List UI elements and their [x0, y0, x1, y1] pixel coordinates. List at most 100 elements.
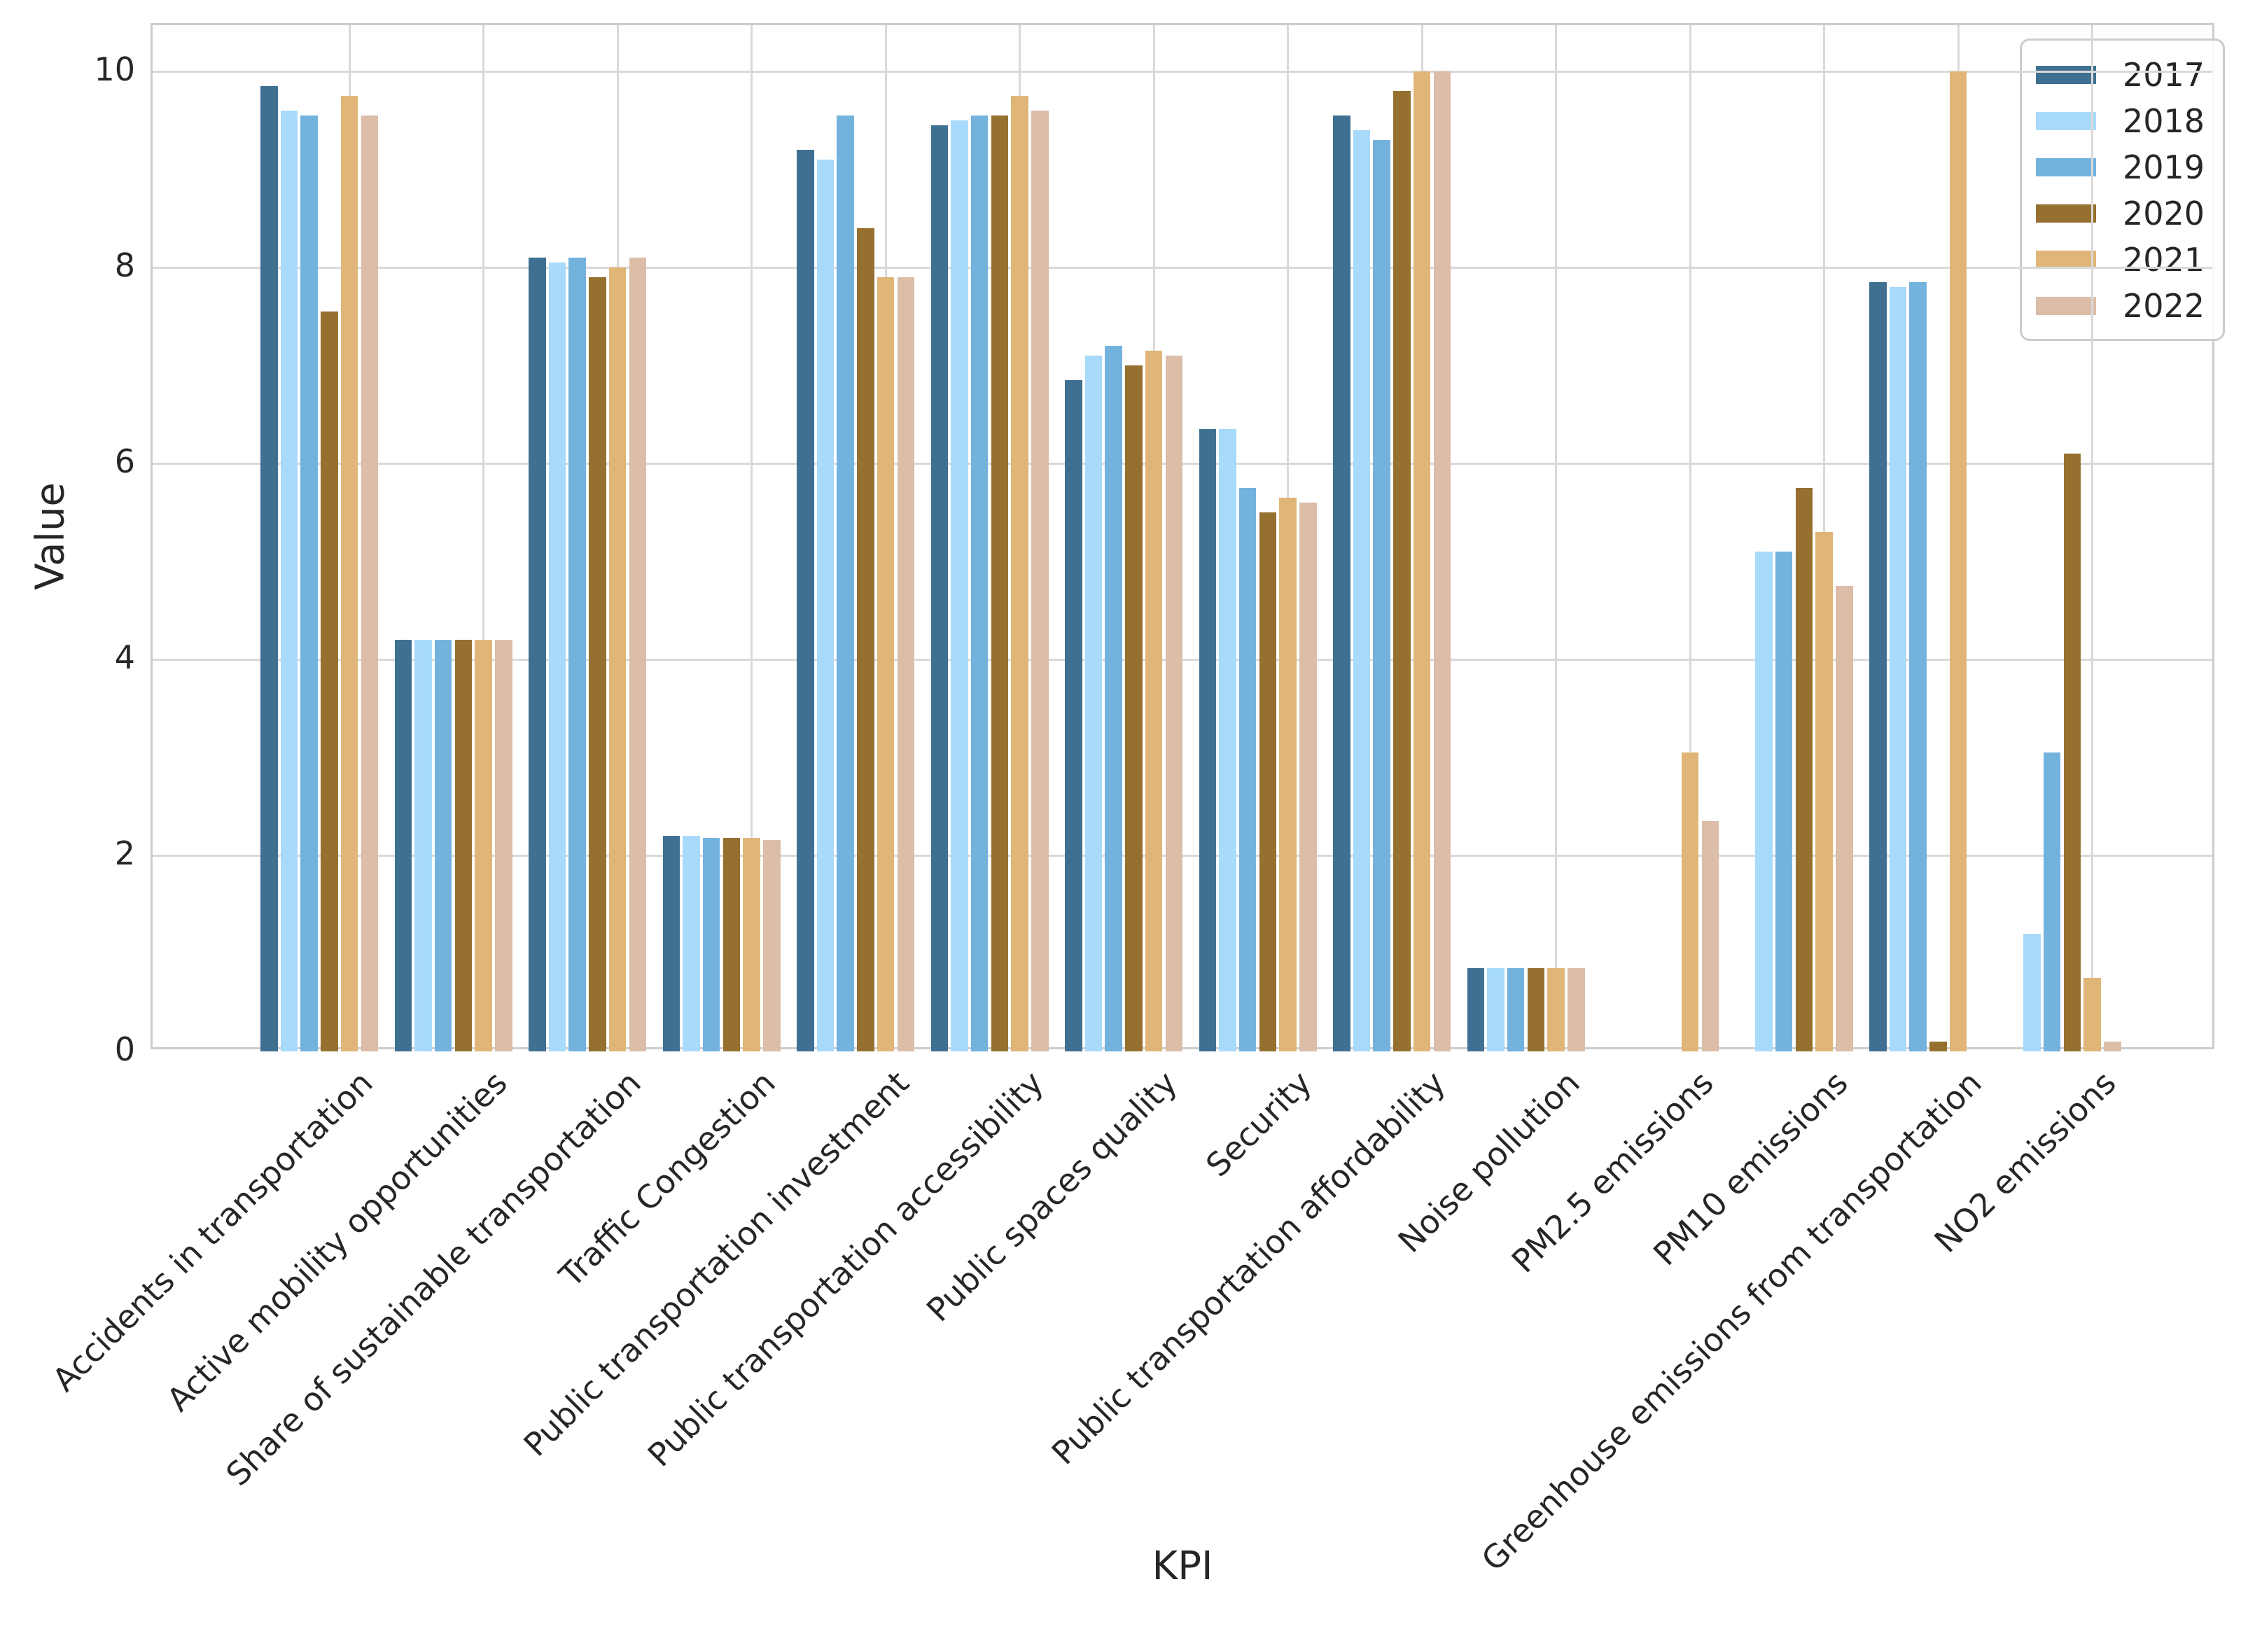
- legend-swatch-2017: [2036, 66, 2096, 84]
- bar-2021-active-mobility-opportunities: [475, 640, 492, 1051]
- bar-2018-traffic-congestion: [683, 836, 700, 1051]
- bar-2020-public-spaces-quality: [1125, 365, 1143, 1051]
- bar-2020-share-of-sustainable-transportation: [589, 277, 606, 1051]
- bar-2021-no2-emissions: [2083, 978, 2101, 1051]
- bar-2018-no2-emissions: [2023, 934, 2041, 1051]
- bar-2018-pm10-emissions: [1755, 552, 1773, 1051]
- bar-2020-greenhouse-emissions-from-transportation: [1929, 1042, 1947, 1051]
- gridline-vertical: [482, 25, 484, 1047]
- x-tick-label: Greenhouse emissions from transportation: [1474, 1063, 1989, 1578]
- legend-swatch-2022: [2036, 297, 2096, 315]
- bar-2021-public-transportation-affordability: [1413, 71, 1431, 1051]
- legend-item-2021: 2021: [2036, 237, 2205, 283]
- legend-item-2022: 2022: [2036, 283, 2205, 329]
- bar-2018-accidents-in-transportation: [280, 111, 298, 1051]
- gridline-vertical: [1689, 25, 1691, 1047]
- gridline-vertical: [2091, 25, 2093, 1047]
- bar-2022-noise-pollution: [1568, 968, 1585, 1051]
- legend-item-2018: 2018: [2036, 98, 2205, 144]
- bar-2019-accidents-in-transportation: [300, 115, 318, 1051]
- bar-2017-noise-pollution: [1467, 968, 1485, 1051]
- bar-2021-pm2-5-emissions: [1681, 752, 1699, 1051]
- y-tick-label: 2: [114, 834, 135, 872]
- legend-label: 2018: [2123, 102, 2205, 140]
- bar-2022-share-of-sustainable-transportation: [629, 258, 647, 1051]
- bar-2019-noise-pollution: [1507, 968, 1525, 1051]
- y-tick-label: 0: [114, 1030, 135, 1068]
- x-tick-label: Public spaces quality: [919, 1063, 1185, 1329]
- legend-swatch-2019: [2036, 158, 2096, 176]
- y-tick-label: 8: [114, 246, 135, 284]
- bar-2018-noise-pollution: [1487, 968, 1505, 1051]
- bar-2020-public-transportation-accessibility: [991, 115, 1009, 1051]
- bar-2018-security: [1219, 429, 1236, 1051]
- bar-2021-pm10-emissions: [1815, 532, 1833, 1051]
- y-tick-label: 10: [94, 50, 135, 88]
- legend-swatch-2020: [2036, 204, 2096, 223]
- bar-2019-share-of-sustainable-transportation: [568, 258, 586, 1051]
- bar-2019-public-transportation-accessibility: [970, 115, 989, 1051]
- bar-2019-no2-emissions: [2043, 752, 2061, 1051]
- bar-2018-share-of-sustainable-transportation: [548, 262, 566, 1051]
- bar-2022-pm10-emissions: [1836, 586, 1853, 1051]
- bar-2019-traffic-congestion: [702, 837, 720, 1051]
- bar-2017-public-transportation-affordability: [1333, 115, 1350, 1051]
- bar-2020-noise-pollution: [1527, 968, 1545, 1051]
- bar-2017-greenhouse-emissions-from-transportation: [1869, 282, 1887, 1051]
- bar-2021-public-transportation-accessibility: [1011, 96, 1028, 1051]
- bar-2017-share-of-sustainable-transportation: [529, 258, 546, 1051]
- bar-2020-public-transportation-investment: [857, 228, 874, 1051]
- bar-2019-public-spaces-quality: [1105, 346, 1122, 1051]
- bar-2021-traffic-congestion: [743, 837, 760, 1051]
- y-tick-label: 6: [114, 442, 135, 480]
- x-tick-label: Security: [1198, 1063, 1319, 1184]
- bar-2021-public-spaces-quality: [1145, 351, 1163, 1051]
- legend-label: 2022: [2123, 287, 2205, 325]
- bar-2018-public-transportation-investment: [816, 160, 835, 1051]
- plot-area: [151, 23, 2214, 1051]
- bar-2020-active-mobility-opportunities: [454, 640, 473, 1051]
- bar-2020-public-transportation-affordability: [1393, 91, 1411, 1051]
- bar-2021-public-transportation-investment: [877, 277, 895, 1051]
- bar-2021-share-of-sustainable-transportation: [608, 267, 627, 1051]
- bar-2022-no2-emissions: [2104, 1042, 2121, 1051]
- bar-2020-no2-emissions: [2063, 454, 2081, 1051]
- bar-2018-greenhouse-emissions-from-transportation: [1889, 287, 1907, 1051]
- bar-2022-public-transportation-investment: [897, 277, 915, 1051]
- bar-2022-traffic-congestion: [763, 839, 781, 1051]
- bar-2017-active-mobility-opportunities: [394, 640, 412, 1051]
- y-axis-label: Value: [27, 482, 74, 590]
- legend-item-2020: 2020: [2036, 190, 2205, 237]
- bar-2021-security: [1279, 498, 1297, 1051]
- bar-2017-public-transportation-accessibility: [930, 125, 949, 1051]
- bar-2019-greenhouse-emissions-from-transportation: [1909, 282, 1927, 1051]
- legend-label: 2020: [2123, 195, 2205, 232]
- bar-2020-traffic-congestion: [722, 837, 741, 1051]
- bar-2022-security: [1299, 503, 1317, 1051]
- bar-2020-security: [1259, 512, 1277, 1051]
- legend-label: 2021: [2123, 241, 2205, 279]
- bar-2022-public-spaces-quality: [1165, 356, 1183, 1051]
- gridline-horizontal: [153, 70, 2212, 73]
- bar-2022-active-mobility-opportunities: [495, 640, 512, 1051]
- bar-2019-pm10-emissions: [1775, 552, 1793, 1051]
- bar-2022-accidents-in-transportation: [361, 115, 379, 1051]
- bar-2017-accidents-in-transportation: [260, 86, 278, 1051]
- bar-2018-public-transportation-accessibility: [951, 120, 968, 1051]
- bar-2017-public-transportation-investment: [797, 150, 814, 1051]
- bar-2021-noise-pollution: [1547, 968, 1565, 1051]
- bar-2017-public-spaces-quality: [1065, 380, 1082, 1051]
- y-tick-label: 4: [114, 638, 135, 676]
- bar-2019-public-transportation-affordability: [1373, 140, 1390, 1051]
- bar-2019-active-mobility-opportunities: [434, 640, 452, 1051]
- legend-item-2019: 2019: [2036, 144, 2205, 190]
- legend-label: 2017: [2123, 56, 2205, 94]
- legend-label: 2019: [2123, 148, 2205, 186]
- gridline-horizontal: [153, 266, 2212, 269]
- bar-2022-public-transportation-affordability: [1433, 71, 1451, 1051]
- bar-2021-greenhouse-emissions-from-transportation: [1949, 71, 1967, 1051]
- legend-item-2017: 2017: [2036, 52, 2205, 98]
- bar-2021-accidents-in-transportation: [340, 96, 358, 1051]
- gridline-vertical: [1555, 25, 1557, 1047]
